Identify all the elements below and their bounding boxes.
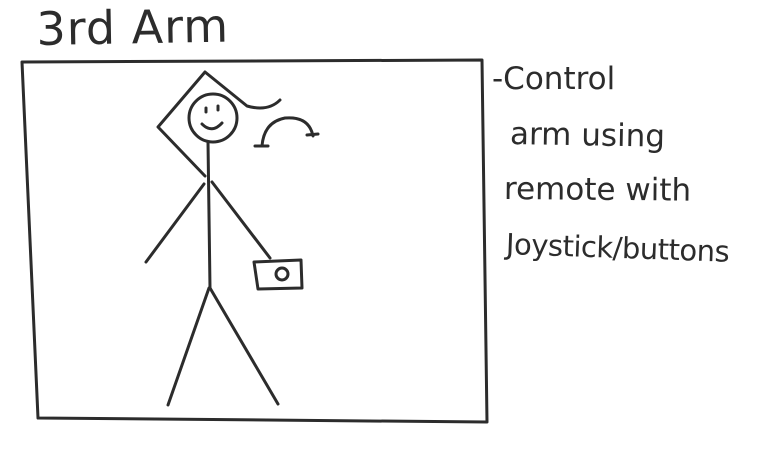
stick-figure-left-arm — [144, 182, 206, 264]
third-arm — [156, 70, 282, 178]
note-line: Joystick/buttons — [505, 227, 730, 269]
stick-figure-right-leg — [208, 286, 280, 406]
note-line: -Control — [492, 61, 616, 97]
face-smile — [200, 121, 224, 131]
note-line: remote with — [503, 171, 692, 209]
note-line: arm using — [509, 116, 666, 155]
robot-claw-tip-right — [305, 132, 320, 137]
stick-figure-body — [206, 140, 212, 290]
remote-control — [252, 258, 304, 291]
remote-joystick — [274, 266, 290, 282]
stick-figure-head — [187, 92, 239, 144]
robot-claw — [260, 116, 315, 148]
stick-figure-left-leg — [166, 286, 211, 407]
description-note: -Control arm using remote with Joystick/… — [492, 52, 760, 272]
picture-frame — [20, 58, 489, 424]
stick-figure-right-arm — [210, 180, 272, 260]
